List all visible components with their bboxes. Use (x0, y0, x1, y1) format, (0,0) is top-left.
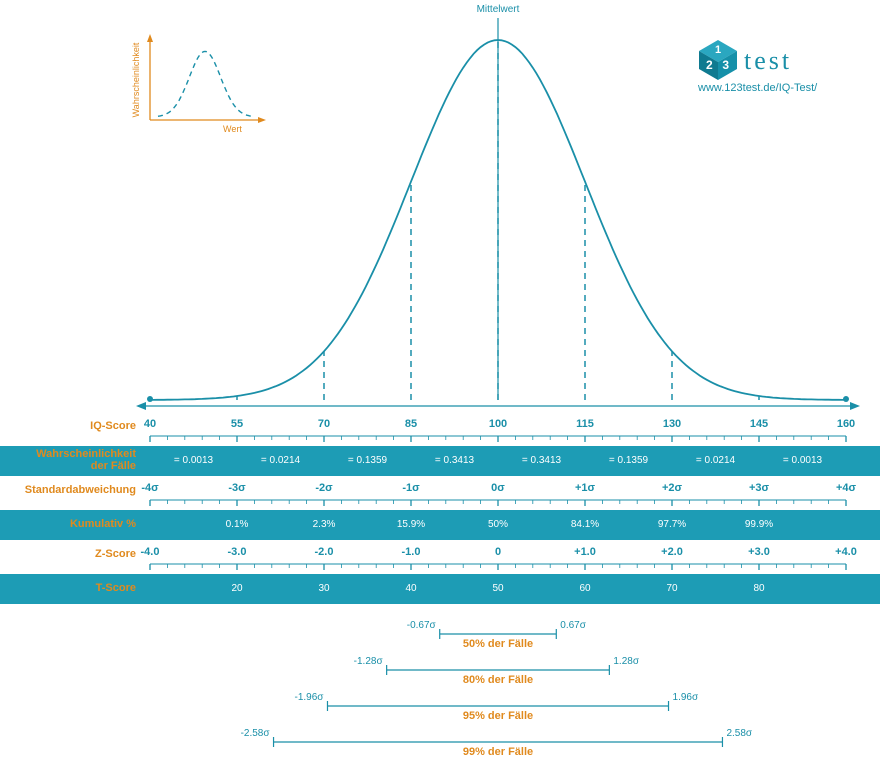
ci-right-label: 1.96σ (673, 692, 699, 703)
row-value: 40 (405, 583, 416, 594)
ci-right-label: 0.67σ (560, 620, 586, 631)
row-value: -1.0 (402, 546, 421, 558)
row-value: 55 (231, 418, 243, 430)
row-value: 2.3% (313, 519, 336, 530)
svg-text:1: 1 (715, 44, 721, 56)
row-value: = 0.0214 (696, 455, 735, 466)
row-value: 100 (489, 418, 507, 430)
row-label: IQ-Score (6, 420, 136, 432)
mini-y-label: Wahrscheinlichkeit (131, 43, 141, 118)
ci-left-label: -1.96σ (295, 692, 324, 703)
svg-text:3: 3 (722, 58, 729, 72)
row-value: 70 (666, 583, 677, 594)
row-value: -2σ (315, 482, 332, 494)
row-value: 0σ (491, 482, 505, 494)
row-value: 160 (837, 418, 855, 430)
row-value: +1.0 (574, 546, 596, 558)
mean-label: Mittelwert (477, 4, 520, 15)
logo-brand: test (744, 46, 792, 76)
ci-left-label: -2.58σ (241, 728, 270, 739)
ci-left-label: -1.28σ (354, 656, 383, 667)
ci-pct-label: 95% der Fälle (463, 710, 533, 722)
row-label: T-Score (6, 582, 136, 594)
row-value: = 0.1359 (609, 455, 648, 466)
ci-pct-label: 99% der Fälle (463, 746, 533, 758)
row-value: 130 (663, 418, 681, 430)
row-value: 50% (488, 519, 508, 530)
row-value: 60 (579, 583, 590, 594)
row-value: = 0.3413 (522, 455, 561, 466)
row-value: +4.0 (835, 546, 857, 558)
row-value: = 0.0013 (783, 455, 822, 466)
row-value: 70 (318, 418, 330, 430)
ci-pct-label: 50% der Fälle (463, 638, 533, 650)
row-value: +1σ (575, 482, 595, 494)
row-value: 115 (576, 418, 594, 430)
row-value: 97.7% (658, 519, 686, 530)
row-value: 50 (492, 583, 503, 594)
row-value: 0 (495, 546, 501, 558)
row-value: 99.9% (745, 519, 773, 530)
row-value: -4.0 (141, 546, 160, 558)
row-label: Z-Score (6, 548, 136, 560)
row-value: -2.0 (315, 546, 334, 558)
logo-url: www.123test.de/IQ-Test/ (698, 82, 817, 94)
row-value: = 0.0013 (174, 455, 213, 466)
row-value: 20 (231, 583, 242, 594)
row-value: -3.0 (228, 546, 247, 558)
row-value: 80 (753, 583, 764, 594)
row-label: Kumulativ % (6, 518, 136, 530)
logo-cube-icon: 123 (699, 40, 737, 80)
row-value: 84.1% (571, 519, 599, 530)
ci-right-label: 1.28σ (613, 656, 639, 667)
svg-text:2: 2 (706, 58, 713, 72)
row-value: +3.0 (748, 546, 770, 558)
row-value: 40 (144, 418, 156, 430)
row-value: 0.1% (226, 519, 249, 530)
row-value: +3σ (749, 482, 769, 494)
row-value: +2σ (662, 482, 682, 494)
row-value: 30 (318, 583, 329, 594)
row-value: = 0.3413 (435, 455, 474, 466)
row-label: Standardabweichung (6, 484, 136, 496)
row-label: Wahrscheinlichkeitder Fälle (6, 448, 136, 472)
row-value: 15.9% (397, 519, 425, 530)
ci-right-label: 2.58σ (726, 728, 752, 739)
row-value: +4σ (836, 482, 856, 494)
row-value: -4σ (141, 482, 158, 494)
row-value: -3σ (228, 482, 245, 494)
row-value: -1σ (402, 482, 419, 494)
row-value: = 0.0214 (261, 455, 300, 466)
row-value: 85 (405, 418, 417, 430)
ci-left-label: -0.67σ (407, 620, 436, 631)
mini-bell-icon (158, 51, 252, 116)
normal-distribution-diagram: 123 Mittelwert Wahrscheinlichkeit Wert test w… (0, 0, 880, 778)
row-value: 145 (750, 418, 768, 430)
mini-x-label: Wert (223, 124, 242, 134)
row-value: +2.0 (661, 546, 683, 558)
row-value: = 0.1359 (348, 455, 387, 466)
ci-pct-label: 80% der Fälle (463, 674, 533, 686)
